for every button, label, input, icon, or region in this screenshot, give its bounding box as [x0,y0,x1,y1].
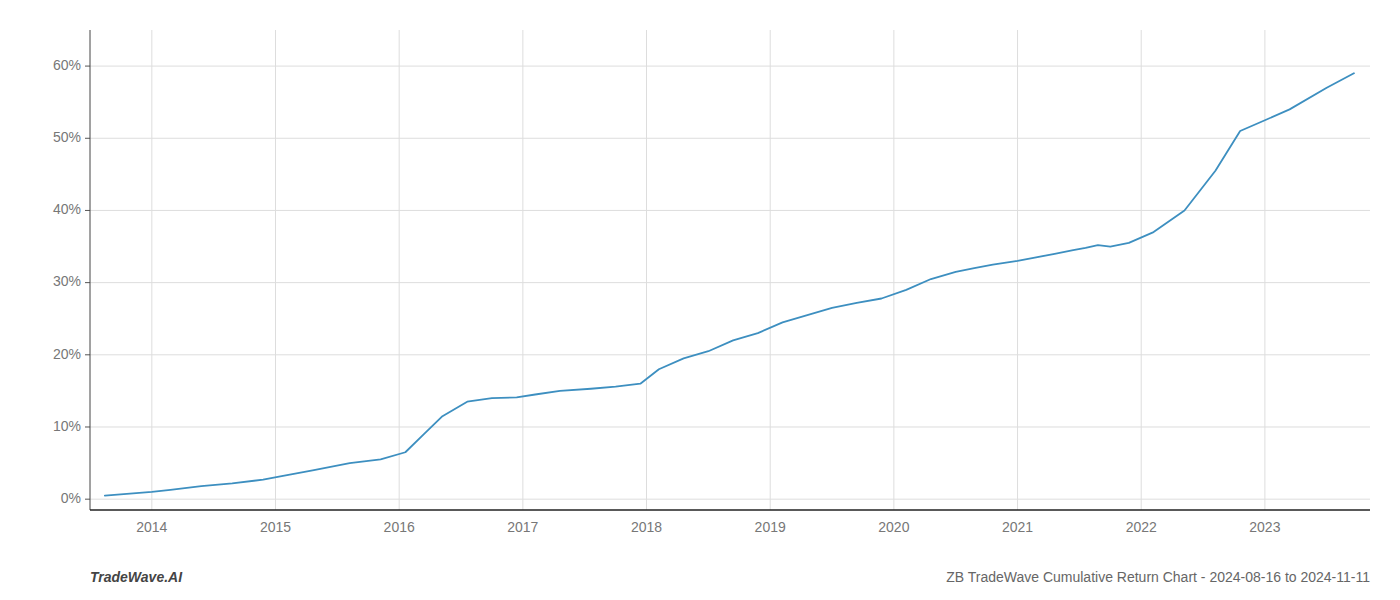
x-axis-line [90,509,1370,511]
x-tick-label: 2019 [755,519,786,535]
y-grid-line [90,354,1370,355]
x-grid-line [1264,30,1265,510]
y-tick-label: 20% [53,346,81,362]
y-tick-label: 40% [53,201,81,217]
x-tick-label: 2016 [384,519,415,535]
x-grid-line [770,30,771,510]
footer-left: TradeWave.AI [90,569,183,585]
y-grid-line [90,426,1370,427]
grid [90,30,1370,510]
y-tick [85,499,90,500]
x-grid-line [1017,30,1018,510]
x-grid-line [151,30,152,510]
y-tick [85,138,90,139]
y-grid-line [90,210,1370,211]
x-tick-label: 2021 [1002,519,1033,535]
chart: 0% 10% 20% 30% 40% 50% 60% 2014 2015 2016 2017 2018… [0,0,1400,600]
y-tick-label: 0% [61,490,81,506]
y-grid-line [90,138,1370,139]
y-grid-line [90,499,1370,500]
x-tick-label: 2022 [1126,519,1157,535]
y-tick-label: 10% [53,418,81,434]
y-tick-label: 50% [53,129,81,145]
x-tick-label: 2017 [507,519,538,535]
x-grid-line [646,30,647,510]
y-tick-label: 60% [53,57,81,73]
x-tick-label: 2018 [631,519,662,535]
x-grid-line [522,30,523,510]
plot-area [105,73,1354,495]
y-axis-line [90,30,91,510]
y-tick [85,66,90,67]
line [105,73,1354,495]
y-tick [85,354,90,355]
x-tick-label: 2020 [878,519,909,535]
y-tick [85,426,90,427]
y-tick-label: 30% [53,273,81,289]
y-tick [85,210,90,211]
y-grid-line [90,66,1370,67]
x-grid-line [275,30,276,510]
x-grid-line [1141,30,1142,510]
x-tick-label: 2014 [136,519,167,535]
y-grid-line [90,282,1370,283]
axes: 0% 10% 20% 30% 40% 50% 60% 2014 2015 2016 2017 2018… [53,30,1370,535]
x-grid-line [893,30,894,510]
x-tick-label: 2015 [260,519,291,535]
x-grid-line [399,30,400,510]
y-tick [85,282,90,283]
x-tick-label: 2023 [1249,519,1280,535]
footer-right: ZB TradeWave Cumulative Return Chart - 2… [946,569,1370,585]
